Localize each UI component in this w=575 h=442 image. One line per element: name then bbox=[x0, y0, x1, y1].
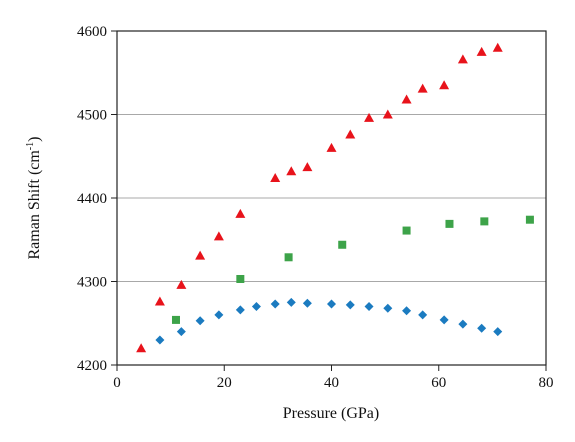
data-point-diamond bbox=[345, 300, 355, 310]
data-point-triangle bbox=[417, 83, 428, 93]
data-point-triangle bbox=[154, 296, 165, 306]
data-point-diamond bbox=[302, 298, 312, 308]
data-point-triangle bbox=[345, 129, 356, 139]
data-point-triangle bbox=[286, 166, 297, 176]
data-point-diamond bbox=[214, 310, 224, 320]
data-point-square bbox=[284, 253, 293, 262]
data-point-square bbox=[445, 219, 454, 228]
data-point-diamond bbox=[402, 306, 412, 316]
data-point-diamond bbox=[439, 315, 449, 325]
data-point-square bbox=[525, 215, 534, 224]
data-point-diamond bbox=[251, 302, 261, 312]
data-point-square bbox=[236, 274, 245, 283]
x-tick-label: 20 bbox=[217, 375, 232, 391]
x-tick-label: 60 bbox=[431, 375, 446, 391]
data-point-triangle bbox=[401, 94, 412, 104]
y-tick-label: 4600 bbox=[77, 24, 107, 40]
data-point-triangle bbox=[213, 231, 224, 241]
data-points bbox=[136, 42, 534, 353]
y-tick-label: 4200 bbox=[77, 358, 107, 374]
data-point-diamond bbox=[493, 327, 503, 337]
x-axis-title: Pressure (GPa) bbox=[283, 405, 379, 422]
data-point-diamond bbox=[176, 327, 186, 337]
data-point-triangle bbox=[176, 279, 187, 289]
data-point-triangle bbox=[195, 250, 206, 260]
y-tick-label: 4300 bbox=[77, 275, 107, 291]
y-tick-label: 4500 bbox=[77, 108, 107, 124]
y-tick-label: 4400 bbox=[77, 191, 107, 207]
data-point-diamond bbox=[286, 297, 296, 307]
data-point-square bbox=[171, 315, 180, 324]
y-axis-title: Raman Shift (cm-1) bbox=[25, 137, 43, 260]
data-point-diamond bbox=[270, 299, 280, 309]
data-point-square bbox=[402, 226, 411, 235]
data-point-triangle bbox=[136, 343, 147, 353]
data-point-triangle bbox=[457, 54, 468, 64]
data-point-square bbox=[338, 240, 347, 249]
data-point-diamond bbox=[195, 316, 205, 326]
data-point-diamond bbox=[458, 319, 468, 329]
data-point-triangle bbox=[492, 42, 503, 52]
data-point-diamond bbox=[383, 303, 393, 313]
data-point-diamond bbox=[235, 305, 245, 315]
data-point-triangle bbox=[270, 172, 281, 182]
data-point-triangle bbox=[302, 162, 313, 172]
y-axis-title-base: Raman Shift (cm bbox=[26, 150, 43, 260]
data-point-triangle bbox=[382, 109, 393, 119]
series-square bbox=[171, 215, 534, 324]
data-point-diamond bbox=[155, 335, 165, 345]
data-point-triangle bbox=[235, 208, 246, 218]
data-point-triangle bbox=[476, 46, 487, 56]
data-point-triangle bbox=[364, 112, 375, 122]
data-point-triangle bbox=[439, 80, 450, 90]
x-tick-label: 40 bbox=[324, 375, 339, 391]
data-point-triangle bbox=[326, 142, 337, 152]
data-point-diamond bbox=[418, 310, 428, 320]
y-axis-title-end: ) bbox=[26, 137, 43, 142]
series-diamond bbox=[155, 297, 503, 345]
x-tick-label: 0 bbox=[113, 375, 121, 391]
data-point-diamond bbox=[364, 302, 374, 312]
y-axis-title-sup: -1 bbox=[25, 142, 36, 150]
data-point-diamond bbox=[477, 323, 487, 333]
series-triangle bbox=[136, 42, 503, 353]
gridlines bbox=[117, 114, 546, 282]
data-point-diamond bbox=[327, 299, 336, 309]
x-tick-label: 80 bbox=[539, 375, 554, 391]
axis-ticks: 4200 4300 4400 4500 4600 0 20 40 60 80 bbox=[77, 24, 554, 391]
data-point-square bbox=[480, 217, 489, 226]
